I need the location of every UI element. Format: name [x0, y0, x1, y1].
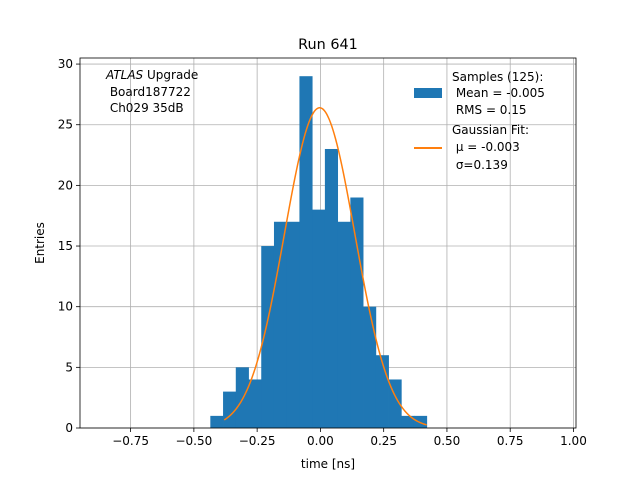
axis-ticks: −0.75 −0.50 −0.25 0.00 0.25 0.50 0.75 1.00 0 5 10 1…: [58, 57, 587, 448]
y-tick-label: 25: [58, 118, 73, 132]
histogram-bar: [413, 415, 428, 428]
gaussian-fit-curve: [223, 107, 427, 426]
histogram-bar: [350, 197, 364, 428]
x-tick-label: 1.00: [560, 434, 587, 448]
histogram-bar: [337, 221, 351, 428]
histogram-bars: [210, 76, 428, 429]
x-tick-label: 0.50: [434, 434, 461, 448]
legend-histogram-line-1: Samples (125):: [452, 70, 543, 84]
histogram-bar: [286, 221, 300, 428]
legend-fit-line-2: μ = -0.003: [452, 140, 520, 154]
x-tick-label: 0.00: [307, 434, 334, 448]
chart-title: Run 641: [298, 37, 358, 53]
annotation-line-2: Board187722: [106, 85, 191, 99]
histogram-bar: [210, 415, 224, 428]
y-tick-label: 30: [58, 57, 73, 71]
x-tick-label: −0.25: [239, 434, 276, 448]
y-tick-label: 20: [58, 178, 73, 192]
annotation-line-1: ATLAS Upgrade: [105, 68, 198, 82]
y-tick-label: 5: [65, 360, 73, 374]
plot-frame: [79, 57, 577, 429]
legend-histogram-swatch: [414, 88, 442, 98]
y-tick-label: 15: [58, 239, 73, 253]
histogram-bar: [375, 355, 389, 428]
y-axis-label: Entries: [33, 222, 47, 264]
legend-fit-line-1: Gaussian Fit:: [452, 123, 529, 137]
x-tick-label: 0.25: [370, 434, 397, 448]
annotation-line-3: Ch029 35dB: [106, 101, 184, 115]
legend-fit-line-3: σ=0.139: [452, 158, 508, 172]
legend-histogram-line-3: RMS = 0.15: [452, 103, 527, 117]
legend: Samples (125): Mean = -0.005 RMS = 0.15 …: [414, 70, 545, 172]
histogram-bar: [401, 415, 415, 428]
histogram-bar: [235, 367, 249, 428]
annotation-box: ATLAS Upgrade Board187722 Ch029 35dB: [105, 68, 198, 115]
x-tick-label: −0.75: [112, 434, 149, 448]
x-tick-label: −0.50: [175, 434, 212, 448]
histogram-bar: [248, 379, 262, 428]
y-tick-label: 0: [65, 421, 73, 435]
histogram-bar: [299, 76, 313, 429]
histogram-bar: [261, 246, 275, 428]
histogram-bar: [324, 148, 339, 428]
histogram-bar: [363, 306, 377, 428]
histogram-bar: [388, 379, 402, 428]
legend-histogram-line-2: Mean = -0.005: [452, 86, 545, 100]
x-axis-label: time [ns]: [301, 457, 355, 471]
histogram-bar: [312, 209, 326, 428]
x-tick-label: 0.75: [497, 434, 524, 448]
histogram-bar: [223, 391, 237, 428]
y-tick-label: 10: [58, 300, 73, 314]
